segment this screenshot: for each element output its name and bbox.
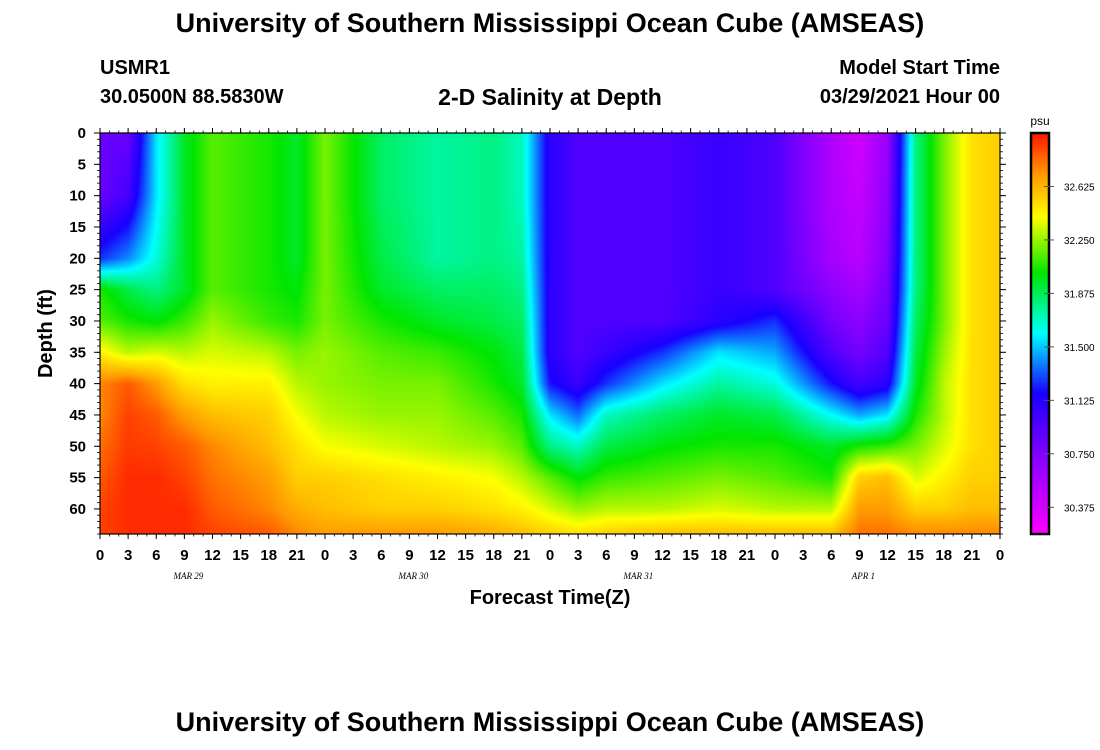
footer-title: University of Southern Mississippi Ocean…	[175, 707, 925, 737]
colorbar-gradient	[1031, 133, 1049, 534]
x-tick-label: 12	[654, 547, 671, 564]
x-tick-label: 18	[260, 547, 277, 564]
x-tick-label: 3	[574, 547, 582, 564]
x-tick-label: 15	[457, 547, 474, 564]
page-title: University of Southern Mississippi Ocean…	[175, 8, 925, 38]
date-label: MAR 31	[623, 571, 654, 581]
x-tick-label: 3	[349, 547, 357, 564]
y-tick-label: 45	[69, 407, 86, 424]
y-tick-label: 30	[69, 313, 86, 330]
x-tick-label: 6	[152, 547, 160, 564]
colorbar-tick-label: 31.875	[1064, 289, 1095, 300]
colorbar-ticks: 32.625 32.250 31.875 31.500 31.125 30.750 30.3…	[1044, 182, 1095, 514]
x-tick-label: 15	[682, 547, 699, 564]
x-tick-label: 6	[602, 547, 610, 564]
x-tick-label: 9	[405, 547, 413, 564]
x-tick-label: 9	[630, 547, 638, 564]
x-tick-label: 0	[996, 547, 1004, 564]
x-tick-label: 18	[485, 547, 502, 564]
x-tick-label: 12	[879, 547, 896, 564]
x-tick-label: 21	[289, 547, 306, 564]
x-tick-label: 0	[546, 547, 554, 564]
x-tick-label: 21	[964, 547, 981, 564]
x-tick-label: 6	[827, 547, 835, 564]
colorbar-unit-label: psu	[1030, 114, 1049, 128]
colorbar-tick-label: 31.125	[1064, 396, 1095, 407]
y-tick-label: 25	[69, 282, 86, 299]
y-tick-label: 55	[69, 470, 86, 487]
station-coordinates: 30.0500N 88.5830W	[100, 86, 284, 108]
y-axis-label: Depth (ft)	[35, 289, 57, 378]
date-label: MAR 29	[173, 571, 204, 581]
x-tick-label: 6	[377, 547, 385, 564]
x-tick-label: 15	[907, 547, 924, 564]
x-tick-label: 12	[204, 547, 221, 564]
x-tick-label: 3	[124, 547, 132, 564]
plot-title: 2-D Salinity at Depth	[438, 84, 662, 110]
y-tick-label: 10	[69, 188, 86, 205]
y-tick-label: 50	[69, 438, 86, 455]
salinity-heatmap	[100, 133, 1000, 534]
colorbar-tick-label: 32.250	[1064, 236, 1095, 247]
colorbar-tick-label: 31.500	[1064, 343, 1095, 354]
x-tick-label: 18	[710, 547, 727, 564]
y-tick-label: 35	[69, 344, 86, 361]
colorbar-tick-label: 30.375	[1064, 503, 1095, 514]
colorbar-tick-label: 32.625	[1064, 182, 1095, 193]
x-tick-label: 0	[96, 547, 104, 564]
x-tick-label: 9	[180, 547, 188, 564]
y-tick-label: 0	[78, 125, 86, 142]
x-tick-label: 18	[935, 547, 952, 564]
y-tick-label: 60	[69, 501, 86, 518]
colorbar-tick-label: 30.750	[1064, 450, 1095, 461]
x-tick-label: 15	[232, 547, 249, 564]
y-tick-label: 5	[78, 156, 86, 173]
x-tick-label: 0	[321, 547, 329, 564]
y-tick-label: 20	[69, 250, 86, 267]
model-start-label: Model Start Time	[839, 57, 1000, 79]
station-id: USMR1	[100, 57, 171, 79]
x-tick-label: 21	[514, 547, 531, 564]
date-label: APR 1	[851, 571, 875, 581]
x-axis: 0 3 6 9 12 15 18 21 0 3 6 9 12 15 18 21 0 3 6 9 12 15 18 21 0 3 6 9…	[96, 128, 1004, 581]
x-tick-label: 3	[799, 547, 807, 564]
model-start-value: 03/29/2021 Hour 00	[819, 86, 1000, 108]
y-axis: 0 5 10 15 20 25 30 35 40 45 50 55 60	[69, 125, 1006, 535]
y-tick-label: 40	[69, 376, 86, 393]
x-tick-label: 21	[739, 547, 756, 564]
date-label: MAR 30	[398, 571, 429, 581]
y-tick-label: 15	[69, 219, 86, 236]
colorbar-frame	[1029, 131, 1051, 536]
x-tick-label: 12	[429, 547, 446, 564]
x-tick-label: 9	[855, 547, 863, 564]
x-tick-label: 0	[771, 547, 779, 564]
x-axis-label: Forecast Time(Z)	[470, 587, 631, 609]
